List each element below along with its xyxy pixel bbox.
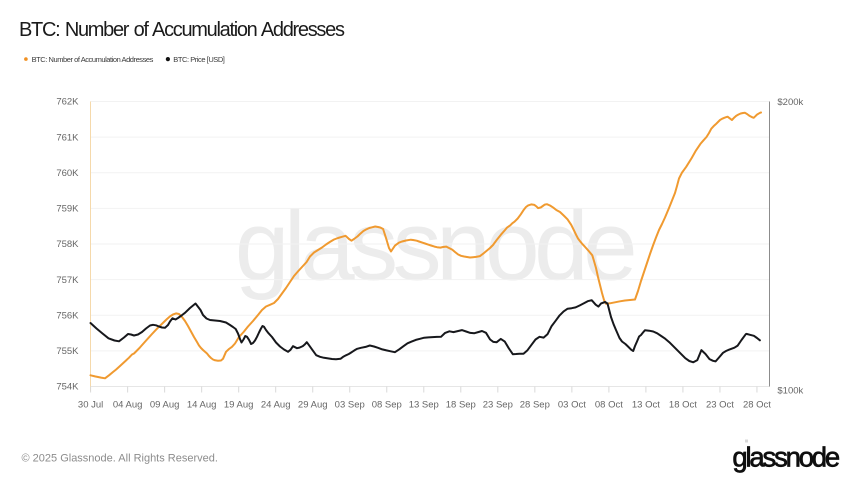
svg-text:BTC: Price [USD]: BTC: Price [USD] [173,55,225,64]
svg-text:759K: 759K [56,204,79,215]
svg-text:757K: 757K [56,275,79,286]
svg-text:BTC: Number of Accumulation Ad: BTC: Number of Accumulation Addresses [32,55,154,64]
svg-text:18 Oct: 18 Oct [669,400,697,411]
svg-text:BTC: Number of Accumulation Ad: BTC: Number of Accumulation Addresses [19,19,345,41]
svg-text:28 Oct: 28 Oct [743,400,771,411]
svg-text:23 Oct: 23 Oct [706,400,734,411]
svg-text:13 Sep: 13 Sep [409,400,439,411]
svg-text:19 Aug: 19 Aug [224,400,254,411]
svg-text:04 Aug: 04 Aug [113,400,143,411]
svg-text:755K: 755K [56,346,79,357]
svg-text:24 Aug: 24 Aug [261,400,291,411]
svg-text:$200k: $200k [777,97,803,108]
svg-text:09 Aug: 09 Aug [150,400,180,411]
svg-text:03 Sep: 03 Sep [335,400,365,411]
svg-text:760K: 760K [56,168,79,179]
svg-text:glassnode: glassnode [732,442,839,473]
svg-text:$100k: $100k [777,386,803,397]
svg-text:03 Oct: 03 Oct [558,400,586,411]
svg-text:14 Aug: 14 Aug [187,400,217,411]
svg-text:754K: 754K [56,382,79,393]
svg-text:28 Sep: 28 Sep [520,400,550,411]
svg-text:18 Sep: 18 Sep [446,400,476,411]
svg-text:30 Jul: 30 Jul [78,400,103,411]
svg-text:762K: 762K [56,97,79,108]
svg-text:glassnode: glassnode [235,191,634,301]
svg-text:13 Oct: 13 Oct [632,400,660,411]
svg-text:758K: 758K [56,239,79,250]
svg-text:08 Sep: 08 Sep [372,400,402,411]
svg-text:761K: 761K [56,132,79,143]
svg-text:756K: 756K [56,310,79,321]
svg-text:08 Oct: 08 Oct [595,400,623,411]
svg-text:© 2025 Glassnode. All Rights R: © 2025 Glassnode. All Rights Reserved. [22,453,218,465]
svg-text:23 Sep: 23 Sep [483,400,513,411]
svg-text:29 Aug: 29 Aug [298,400,328,411]
